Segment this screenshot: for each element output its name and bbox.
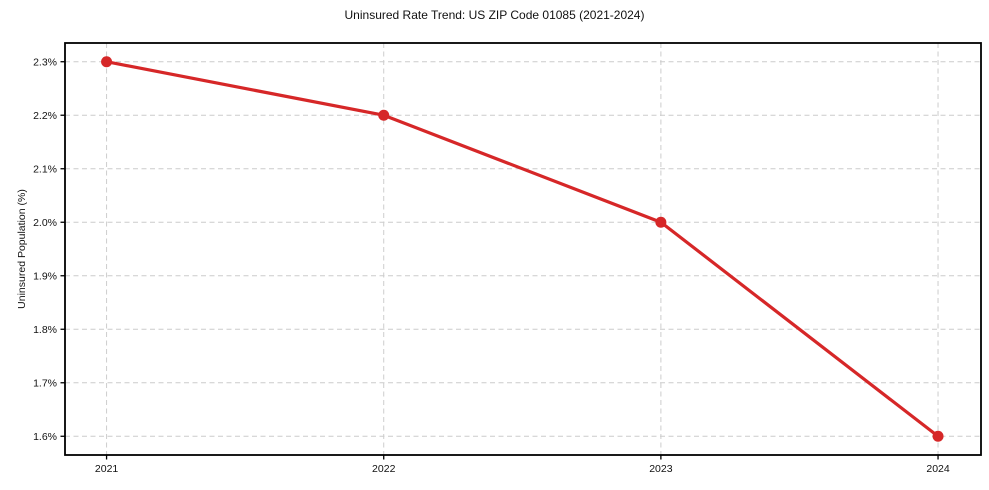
x-tick-label: 2024 bbox=[926, 463, 950, 475]
chart-title: Uninsured Rate Trend: US ZIP Code 01085 … bbox=[344, 8, 645, 22]
trend-line bbox=[104, 60, 940, 438]
x-tick-label: 2023 bbox=[649, 463, 673, 475]
data-point-2023 bbox=[655, 216, 667, 228]
y-axis-title: Uninsured Population (%) bbox=[16, 189, 28, 309]
x-tick-label: 2021 bbox=[95, 463, 119, 475]
y-tick-label: 1.6% bbox=[33, 431, 57, 443]
y-tick-label: 2.2% bbox=[33, 110, 57, 122]
y-tick-label: 2.3% bbox=[33, 56, 57, 68]
data-point-2021 bbox=[101, 56, 113, 68]
y-tick-label: 2.0% bbox=[33, 217, 57, 229]
y-tick-label: 1.8% bbox=[33, 324, 57, 336]
data-point-2024 bbox=[932, 430, 944, 442]
y-tick-label: 2.1% bbox=[33, 163, 57, 175]
data-point-2022 bbox=[378, 109, 390, 121]
y-tick-label: 1.9% bbox=[33, 270, 57, 282]
plot-frame bbox=[64, 42, 982, 456]
x-tick-label: 2022 bbox=[372, 463, 396, 475]
y-tick-label: 1.7% bbox=[33, 377, 57, 389]
